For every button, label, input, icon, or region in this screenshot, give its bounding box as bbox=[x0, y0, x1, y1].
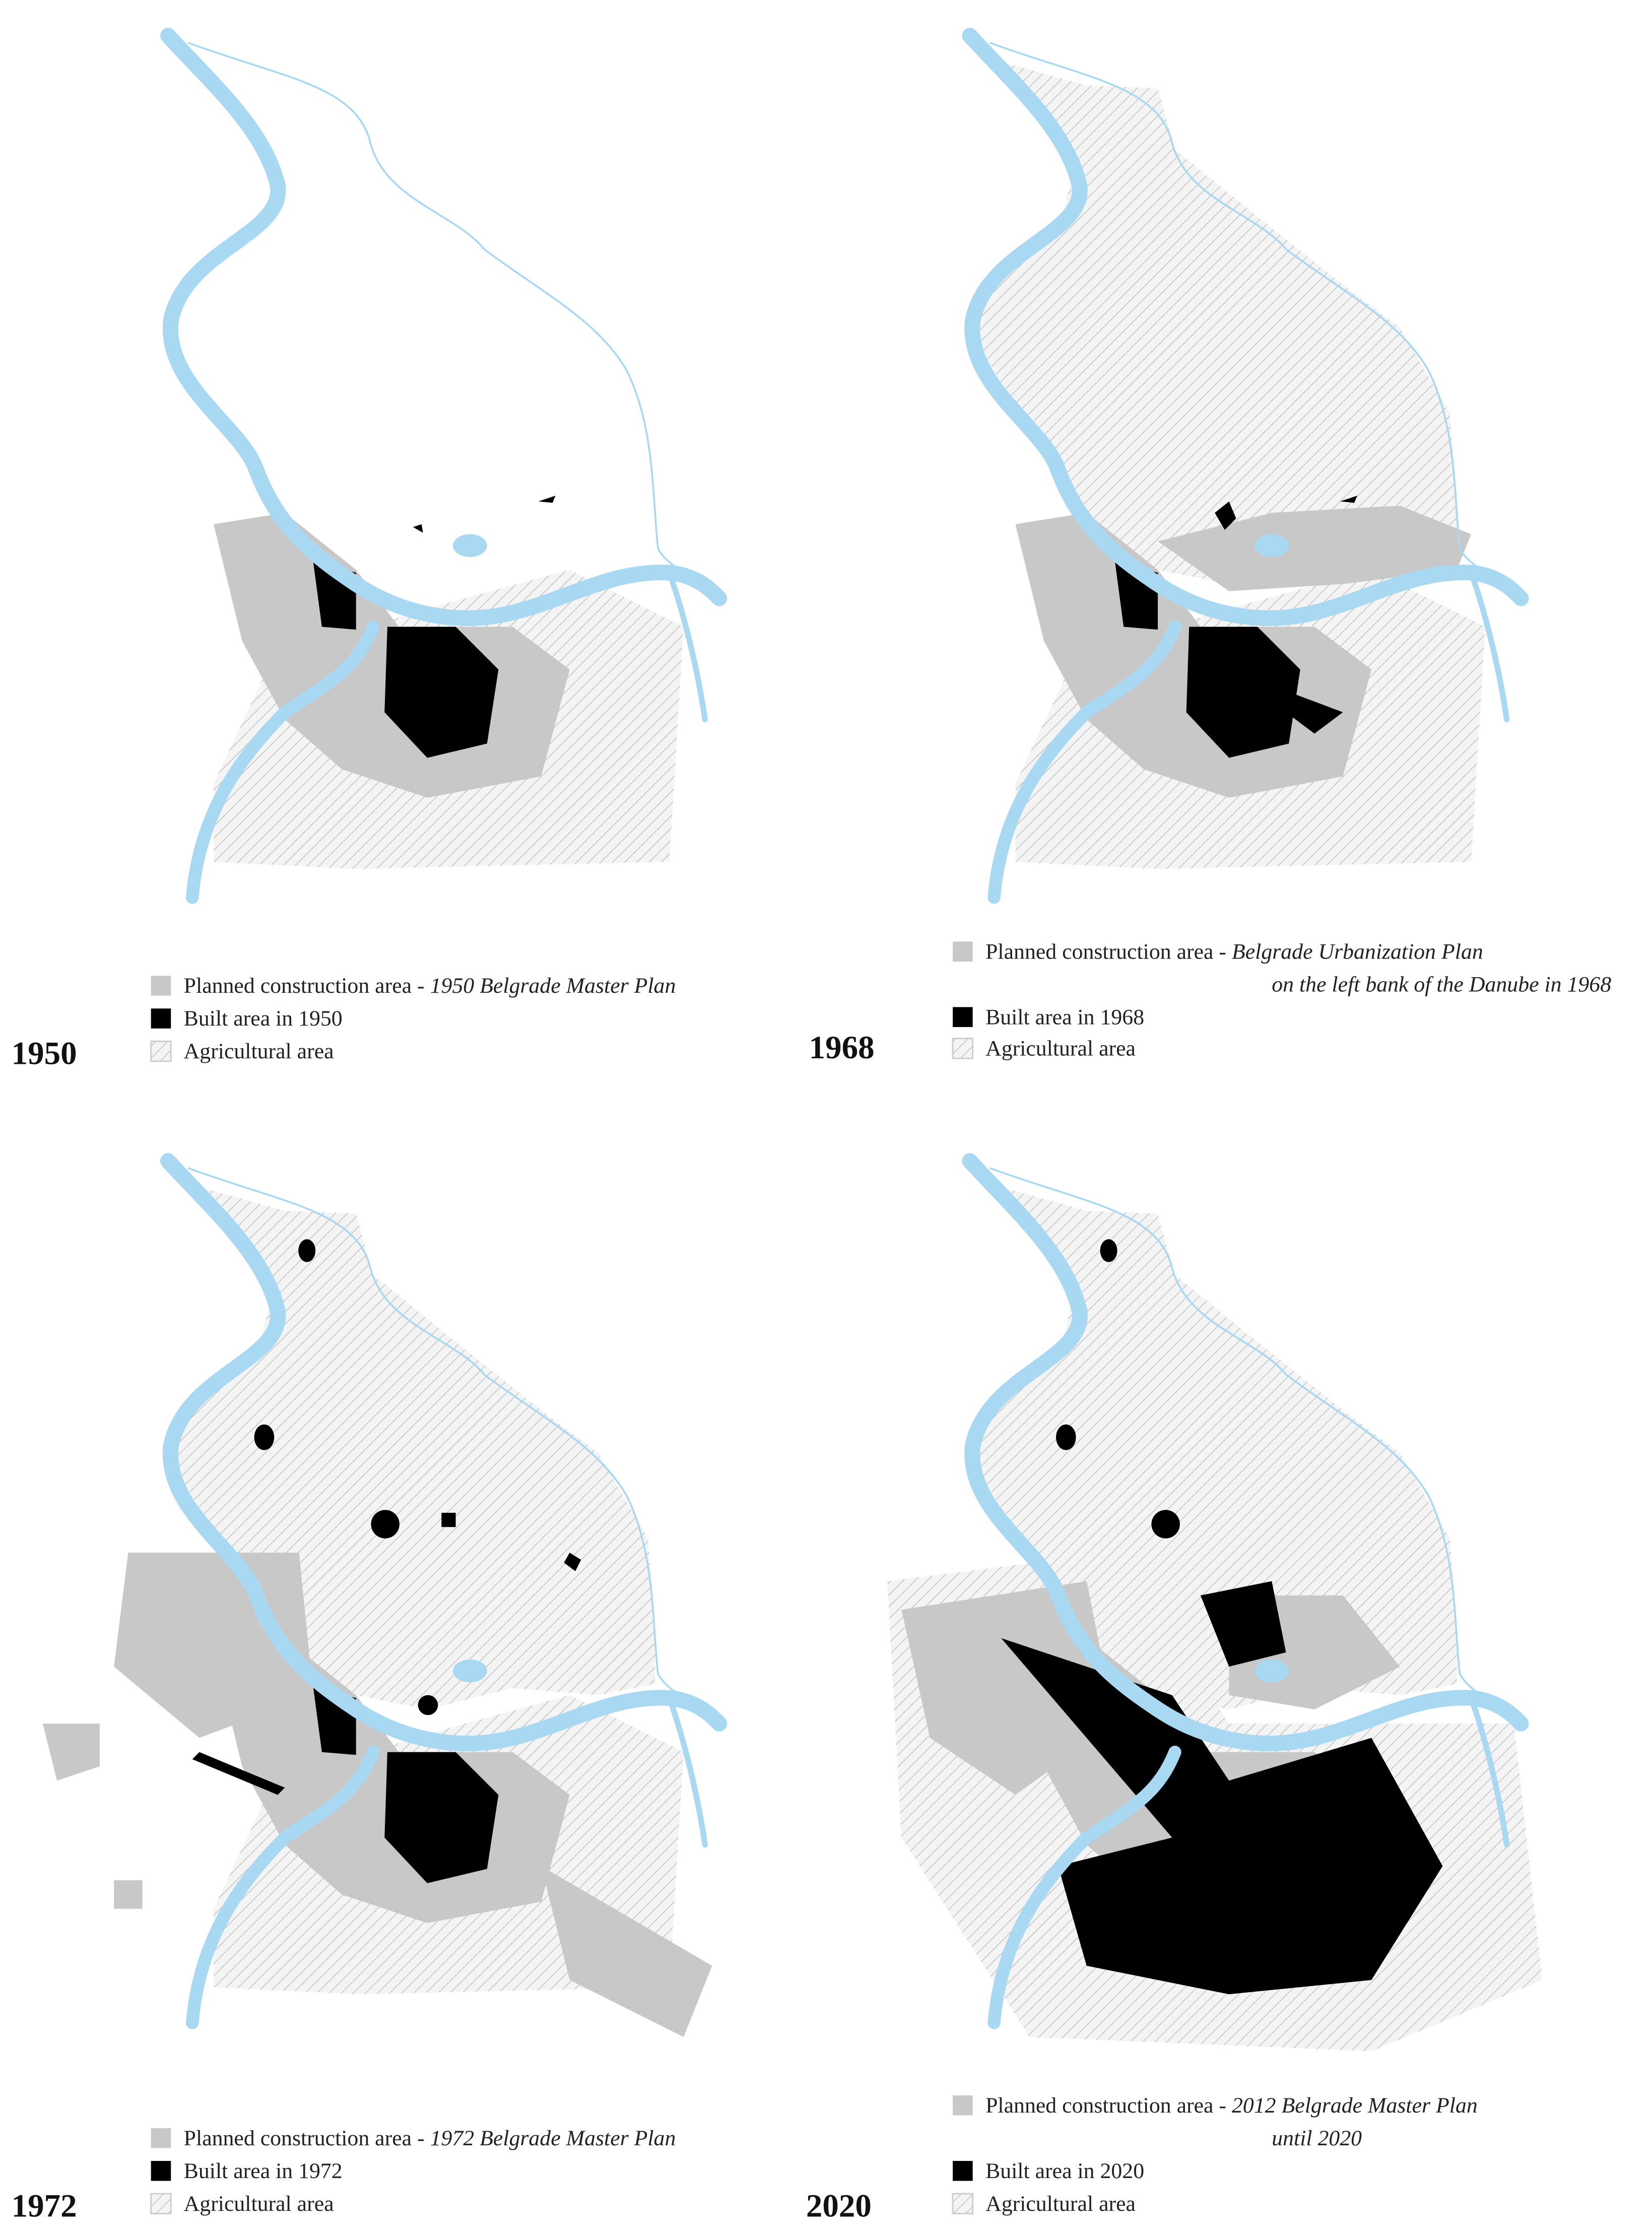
swatch-planned bbox=[151, 976, 171, 996]
legend-agricultural: Agricultural area bbox=[985, 2192, 1136, 2216]
legend-text: Planned construction area - bbox=[985, 939, 1232, 964]
swatch-agricultural bbox=[150, 1040, 172, 1062]
legend-plan: 2012 Belgrade Master Plan bbox=[1232, 2093, 1478, 2118]
map-1950 bbox=[168, 36, 719, 898]
swatch-built bbox=[953, 2161, 973, 2181]
year-label: 1972 bbox=[12, 2188, 77, 2224]
swatch-built bbox=[953, 1007, 973, 1028]
legend-built: Built area in 1968 bbox=[985, 1005, 1144, 1029]
swatch-built bbox=[151, 2161, 171, 2181]
year-label: 2020 bbox=[806, 2188, 872, 2224]
swatch-agricultural bbox=[150, 2193, 172, 2215]
map-1968 bbox=[970, 36, 1521, 898]
legend-planned: Planned construction area - Belgrade Urb… bbox=[985, 939, 1483, 964]
legend-2020: Planned construction area - 2012 Belgrad… bbox=[806, 2093, 1478, 2224]
legend-agricultural: Agricultural area bbox=[184, 2192, 334, 2216]
legend-built: Built area in 2020 bbox=[985, 2159, 1144, 2183]
swatch-planned bbox=[151, 2128, 171, 2148]
legend-text: Planned construction area - bbox=[184, 2126, 430, 2150]
legend-1950: Planned construction area - 1950 Belgrad… bbox=[12, 974, 676, 1071]
legend-plan: until 2020 bbox=[1272, 2126, 1362, 2150]
legend-agricultural: Agricultural area bbox=[985, 1037, 1136, 1061]
legend-plan: 1950 Belgrade Master Plan bbox=[430, 974, 676, 998]
legend-plan: Belgrade Urbanization Plan bbox=[1232, 939, 1483, 964]
swatch-planned bbox=[953, 941, 973, 962]
legend-plan: 1972 Belgrade Master Plan bbox=[430, 2126, 676, 2150]
legend-built: Built area in 1972 bbox=[184, 2159, 343, 2183]
legend-1972: Planned construction area - 1972 Belgrad… bbox=[12, 2126, 676, 2224]
legend-agricultural: Agricultural area bbox=[184, 1039, 334, 1063]
legend-text: Planned construction area - bbox=[184, 974, 430, 998]
year-label: 1968 bbox=[809, 1030, 875, 1066]
map-1972 bbox=[42, 1161, 719, 2037]
swatch-agricultural bbox=[952, 1038, 974, 1059]
legend-planned: Planned construction area - 1972 Belgrad… bbox=[184, 2126, 676, 2150]
year-label: 1950 bbox=[12, 1036, 77, 1072]
swatch-built bbox=[151, 1008, 171, 1029]
map-2020 bbox=[887, 1161, 1543, 2052]
legend-planned: Planned construction area - 2012 Belgrad… bbox=[985, 2093, 1478, 2118]
legend-built: Built area in 1950 bbox=[184, 1006, 343, 1031]
legend-1968: Planned construction area - Belgrade Urb… bbox=[809, 939, 1612, 1066]
swatch-agricultural bbox=[952, 2193, 974, 2215]
legend-planned: Planned construction area - 1950 Belgrad… bbox=[184, 974, 676, 998]
legend-plan: on the left bank of the Danube in 1968 bbox=[1272, 972, 1611, 996]
swatch-planned bbox=[953, 2095, 973, 2116]
legend-text: Planned construction area - bbox=[985, 2093, 1232, 2118]
